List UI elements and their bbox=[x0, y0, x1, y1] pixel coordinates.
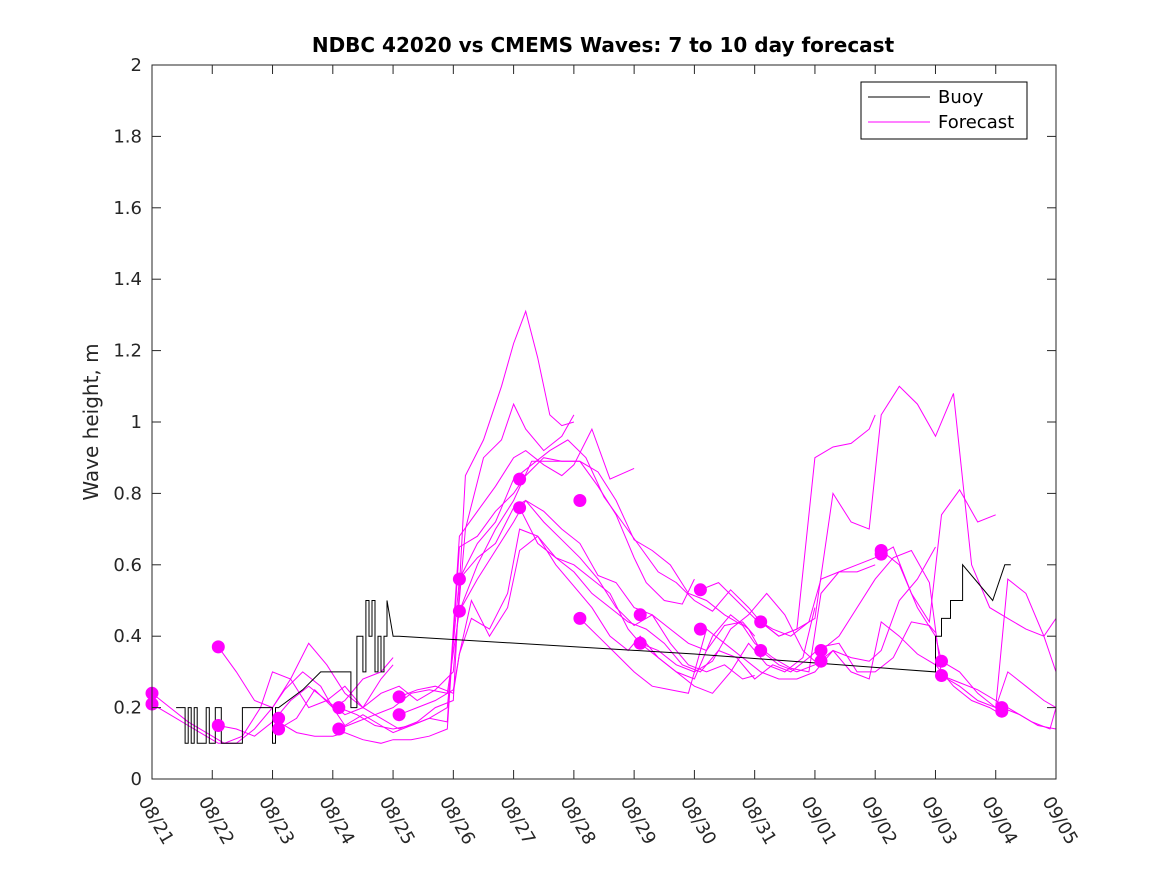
y-tick-label: 0.8 bbox=[113, 483, 142, 504]
forecast-line-21 bbox=[1001, 707, 1056, 730]
forecast-start-marker bbox=[573, 611, 587, 625]
y-tick-label: 1.4 bbox=[113, 269, 142, 290]
forecast-start-marker bbox=[272, 711, 286, 725]
y-tick-label: 1 bbox=[131, 412, 142, 433]
forecast-start-marker bbox=[392, 690, 406, 704]
forecast-line-4 bbox=[218, 309, 575, 737]
y-axis-label: Wave height, m bbox=[79, 343, 103, 500]
forecast-start-marker bbox=[693, 583, 707, 597]
forecast-start-marker bbox=[995, 704, 1009, 718]
forecast-start-marker bbox=[935, 654, 948, 668]
forecast-line-9 bbox=[398, 528, 816, 716]
forecast-start-marker bbox=[452, 572, 466, 586]
forecast-line-5 bbox=[278, 427, 635, 734]
forecast-start-marker bbox=[633, 608, 647, 622]
forecast-line-19 bbox=[880, 550, 1056, 709]
forecast-start-marker bbox=[332, 701, 346, 715]
y-tick-label: 1.8 bbox=[113, 126, 142, 147]
forecast-line-8 bbox=[338, 499, 755, 730]
forecast-start-marker bbox=[211, 640, 225, 654]
forecast-line-6 bbox=[278, 457, 695, 744]
y-tick-label: 0 bbox=[131, 769, 142, 790]
forecast-start-marker bbox=[874, 547, 888, 561]
forecast-start-marker bbox=[513, 501, 527, 515]
forecast-line-17 bbox=[760, 385, 1056, 637]
forecast-start-marker bbox=[392, 708, 406, 722]
forecast-start-marker bbox=[693, 622, 707, 636]
legend-box bbox=[860, 81, 1028, 140]
y-tick-label: 0.6 bbox=[113, 555, 142, 576]
y-tick-label: 1.6 bbox=[113, 198, 142, 219]
forecast-line-14 bbox=[579, 546, 936, 694]
forecast-start-marker bbox=[332, 722, 346, 736]
forecast-start-marker bbox=[513, 472, 527, 486]
forecast-start-marker bbox=[211, 719, 225, 732]
forecast-start-marker bbox=[452, 604, 466, 618]
forecast-start-marker bbox=[573, 494, 587, 507]
legend-label-forecast: Forecast bbox=[938, 112, 1014, 133]
legend-label-buoy: Buoy bbox=[938, 87, 984, 108]
plot-area bbox=[145, 309, 1056, 744]
forecast-line-16 bbox=[700, 488, 996, 637]
forecast-line-10 bbox=[398, 535, 816, 698]
y-tick-label: 1.2 bbox=[113, 341, 142, 362]
forecast-start-marker bbox=[272, 722, 286, 736]
forecast-start-marker bbox=[754, 644, 768, 657]
chart-title: NDBC 42020 vs CMEMS Waves: 7 to 10 day f… bbox=[312, 33, 895, 57]
forecast-start-marker bbox=[935, 669, 948, 682]
y-tick-label: 0.4 bbox=[113, 626, 142, 647]
forecast-line-11 bbox=[458, 460, 876, 673]
buoy-line bbox=[176, 563, 1011, 744]
legend: Buoy Forecast bbox=[860, 81, 1028, 140]
forecast-start-marker bbox=[633, 636, 647, 650]
forecast-start-marker bbox=[814, 644, 828, 657]
forecast-start-marker bbox=[814, 654, 828, 668]
forecast-line-12 bbox=[458, 414, 876, 637]
forecast-line-7 bbox=[338, 499, 756, 730]
forecast-start-marker bbox=[754, 615, 768, 629]
y-tick-label: 0.2 bbox=[113, 698, 142, 719]
y-tick-label: 2 bbox=[131, 55, 142, 76]
